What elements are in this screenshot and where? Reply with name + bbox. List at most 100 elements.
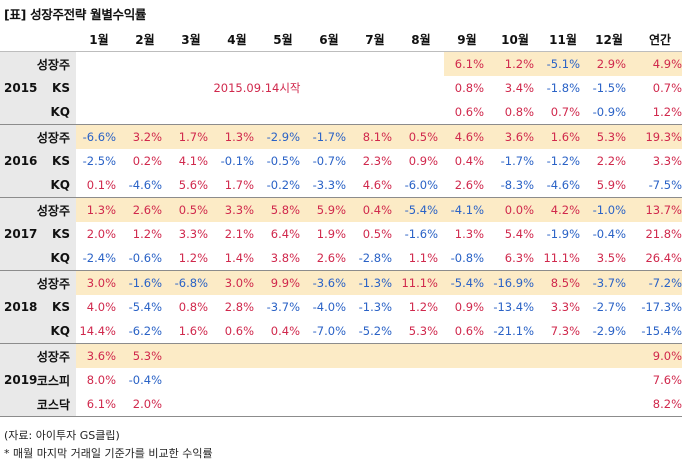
value-cell: -2.7% — [592, 300, 626, 314]
value-cell: 6.1% — [76, 392, 122, 417]
value-cell: 0.2% — [132, 154, 162, 168]
value-cell: -5.4% — [444, 270, 490, 295]
header-cell: 1월 — [76, 27, 122, 52]
value-cell: 11.1% — [540, 246, 586, 271]
table-row: KQ 14.4% -6.2% 1.6% 0.6% 0.4% -7.0% -5.2% 5.3% 0.… — [0, 319, 682, 344]
value-cell: 1.2% — [168, 246, 214, 271]
value-cell: -0.8% — [444, 246, 490, 271]
corner-cell — [30, 27, 76, 52]
value-cell: 3.3% — [178, 227, 208, 241]
value-cell: -1.6% — [122, 270, 168, 295]
value-cell: 2.6% — [444, 173, 490, 198]
value-cell: -0.6% — [122, 246, 168, 271]
value-cell: 6.1% — [444, 51, 490, 76]
value-cell: 1.2% — [490, 51, 540, 76]
value-cell — [306, 343, 352, 368]
value-cell: 5.3% — [586, 124, 632, 149]
value-cell — [306, 368, 352, 392]
value-cell: -1.9% — [546, 227, 580, 241]
table-row: 코스닥 6.1% 2.0% 8.2% — [0, 392, 682, 417]
value-cell: 1.3% — [76, 197, 122, 222]
value-cell — [398, 51, 444, 76]
value-cell: -1.8% — [546, 81, 580, 95]
value-cell: -5.4% — [398, 197, 444, 222]
row-label: 성장주 — [30, 270, 76, 295]
row-label: KQ — [30, 319, 76, 344]
value-cell: 0.5% — [362, 227, 392, 241]
value-cell — [168, 392, 214, 417]
value-cell — [122, 100, 168, 125]
value-cell — [352, 368, 398, 392]
row-label: 코스닥 — [30, 392, 76, 417]
value-cell: 0.9% — [408, 154, 438, 168]
value-cell — [214, 51, 260, 76]
value-cell: 13.7% — [632, 197, 682, 222]
value-cell: 5.3% — [122, 343, 168, 368]
value-cell: 6.4% — [270, 227, 300, 241]
value-cell: 5.4% — [504, 227, 534, 241]
table-row: 2017 성장주 1.3% 2.6% 0.5% 3.3% 5.8% 5.9% 0.4% -5.4%… — [0, 197, 682, 271]
value-cell: 1.6% — [540, 124, 586, 149]
value-cell: 3.8% — [260, 246, 306, 271]
table-title: [표] 성장주전략 월별수익률 — [4, 7, 147, 22]
year-label: 2016 — [0, 124, 37, 198]
value-cell: -6.8% — [168, 270, 214, 295]
value-cell: -2.9% — [260, 124, 306, 149]
value-cell: 2.2% — [596, 154, 626, 168]
value-cell: -2.4% — [76, 246, 122, 271]
value-cell: 0.6% — [214, 319, 260, 344]
row-label: KS — [30, 76, 76, 100]
value-cell: 14.4% — [76, 319, 122, 344]
value-cell — [76, 51, 122, 76]
value-cell: 0.1% — [76, 173, 122, 198]
value-cell: 5.3% — [398, 319, 444, 344]
value-cell: 3.2% — [122, 124, 168, 149]
table-row: 2015 성장주 6.1% 1.2% -5.1% 2.9% 4.9% — [0, 51, 682, 125]
header-cell: 11월 — [540, 27, 586, 52]
value-cell: -5.1% — [540, 51, 586, 76]
value-cell: 0.4% — [260, 319, 306, 344]
value-cell — [352, 100, 398, 125]
value-cell: 3.4% — [504, 81, 534, 95]
value-cell: 9.0% — [632, 343, 682, 368]
value-cell: -13.4% — [493, 300, 534, 314]
footnote: * 매월 마지막 거래일 기준가를 비교한 수익률 — [4, 447, 213, 460]
header-cell: 2월 — [122, 27, 168, 52]
value-cell — [540, 392, 586, 417]
value-cell — [586, 343, 632, 368]
value-cell: -16.9% — [490, 270, 540, 295]
value-cell — [540, 343, 586, 368]
value-cell: 0.7% — [652, 81, 682, 95]
value-cell: 0.9% — [454, 300, 484, 314]
value-cell: -0.9% — [586, 100, 632, 125]
table-row: KS 2015.09.14시작 0.8% 3.4% -1.8% -1.5% 0.7% — [0, 76, 682, 100]
table-row: KS 2.0% 1.2% 3.3% 2.1% 6.4% 1.9% 0.5% -1.6% 1.3% 5… — [0, 222, 682, 246]
value-cell: -3.7% — [266, 300, 300, 314]
value-cell — [586, 368, 632, 392]
value-cell: 1.2% — [632, 100, 682, 125]
value-cell — [352, 51, 398, 76]
value-cell — [168, 51, 214, 76]
value-cell: -3.3% — [306, 173, 352, 198]
value-cell: -6.6% — [76, 124, 122, 149]
value-cell — [586, 392, 632, 417]
value-cell — [490, 392, 540, 417]
value-cell: 1.6% — [168, 319, 214, 344]
value-cell: 0.6% — [444, 100, 490, 125]
value-cell: -4.0% — [312, 300, 346, 314]
row-label: 성장주 — [30, 197, 76, 222]
year-label: 2015 — [0, 51, 37, 125]
value-cell: 9.9% — [260, 270, 306, 295]
value-cell — [490, 343, 540, 368]
value-cell — [260, 392, 306, 417]
value-cell: -1.2% — [546, 154, 580, 168]
value-cell: -0.5% — [266, 154, 300, 168]
value-cell — [352, 343, 398, 368]
value-cell: -0.2% — [260, 173, 306, 198]
table-row: KS 4.0% -5.4% 0.8% 2.8% -3.7% -4.0% -1.3% 1.2% 0.… — [0, 295, 682, 319]
value-cell: 8.0% — [86, 373, 116, 387]
value-cell: 4.6% — [444, 124, 490, 149]
value-cell: -3.6% — [306, 270, 352, 295]
value-cell: 5.9% — [586, 173, 632, 198]
value-cell: 1.2% — [408, 300, 438, 314]
